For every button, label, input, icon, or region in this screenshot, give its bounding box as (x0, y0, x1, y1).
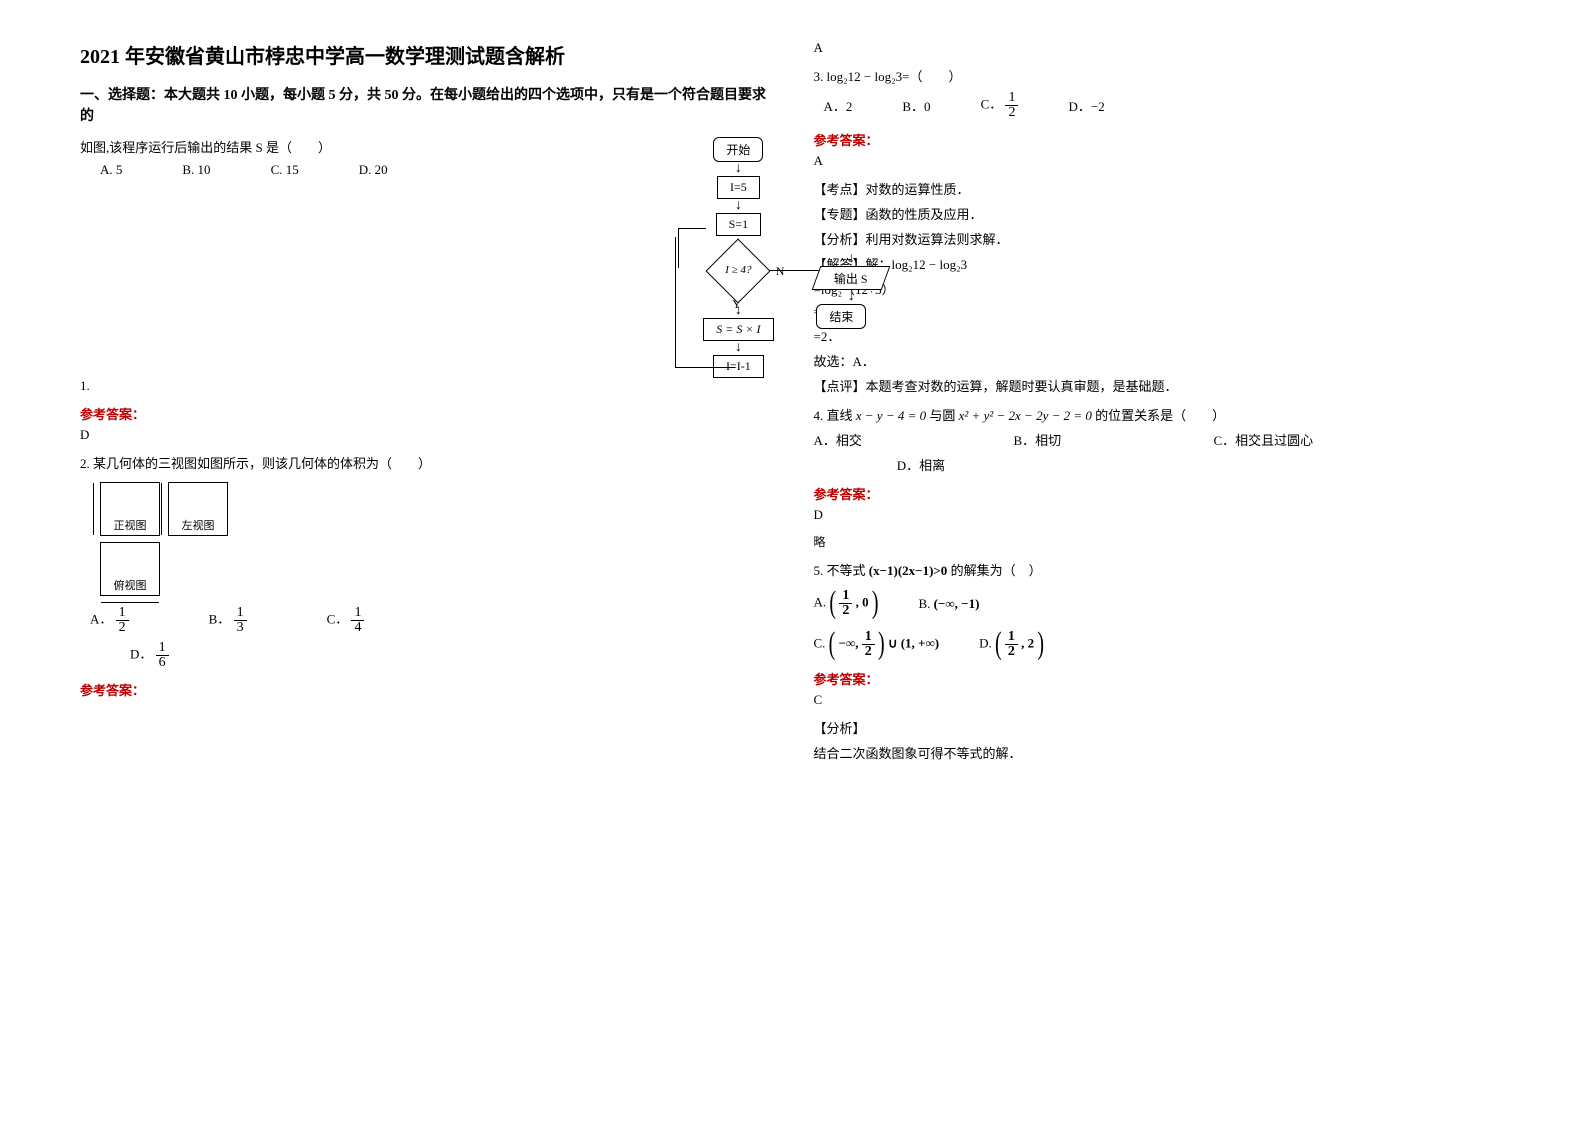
q3-opt-d: D．−2 (1068, 96, 1104, 115)
q4-opt-b: B．相切 (1014, 430, 1214, 449)
top-view: 俯视图 (100, 542, 160, 596)
q2-answer-label: 参考答案： (80, 680, 774, 699)
q3-zhuanti: 【专题】函数的性质及应用． (814, 204, 1508, 223)
fc-s1: S=1 (716, 213, 761, 236)
q1-options: A. 5 B. 10 C. 15 D. 20 (100, 162, 663, 178)
question-5: 5. 不等式 (x−1)(2x−1)>0 的解集为（ ） (814, 560, 1508, 579)
q5-opt-d: D. ( 12 , 2 ) (979, 630, 1044, 659)
q1-number: 1. (80, 378, 774, 394)
fc-right-branch: ↓ 输出 S ↓ 结束 (816, 252, 886, 329)
q5-stem-pre: 不等式 (827, 563, 869, 578)
q5-opt-c: C. ( −∞, 12 ) ∪ (1, +∞) (814, 630, 940, 659)
q2-opt-a: A． 12 (90, 606, 129, 635)
q3-opt-a: A．2 (824, 96, 853, 115)
fc-i5: I=5 (717, 176, 760, 199)
q4-opt-d: D．相离 (897, 458, 945, 473)
q3-step2: =log₂（12÷3） (814, 279, 1508, 298)
q4-eq1: x − y − 4 = 0 (856, 408, 926, 423)
q1-answer-label: 参考答案： (80, 404, 774, 423)
q3-answer: A (814, 153, 1508, 169)
q4-answer: D (814, 507, 1508, 523)
q3-options: A．2 B．0 C． 12 D．−2 (824, 91, 1508, 120)
fc-arrow-icon: ↓ (735, 162, 742, 176)
q5-stem-post: 的解集为（ ） (951, 563, 1042, 578)
q5-number: 5. (814, 563, 824, 578)
q4-opt-a: A．相交 (814, 430, 1014, 449)
q4-eq2: x² + y² − 2x − 2y − 2 = 0 (959, 408, 1092, 423)
q2-opt-d: D． 16 (130, 641, 774, 670)
q3-step5: 故选：A． (814, 351, 1508, 370)
q5-answer-label: 参考答案： (814, 669, 1508, 688)
question-3: 3. log₂12 − log₂3=（ ） (814, 66, 1508, 85)
q2-views: 正视图 左视图 俯视图 (100, 482, 774, 596)
right-column: A 3. log₂12 − log₂3=（ ） A．2 B．0 C． 12 D．… (794, 40, 1528, 1082)
q1-opt-a: A. 5 (100, 162, 122, 178)
q3-number: 3. (814, 69, 824, 84)
q1-opt-c: C. 15 (271, 162, 299, 178)
q3-stem: log₂12 − log₂3=（ ） (827, 69, 962, 84)
fc-end: 结束 (816, 304, 866, 329)
q5-answer: C (814, 692, 1508, 708)
left-column: 2021 年安徽省黄山市桲忠中学高一数学理测试题含解析 一、选择题：本大题共 1… (60, 40, 794, 1082)
fc-right-line (770, 270, 820, 271)
q1-opt-b: B. 10 (182, 162, 210, 178)
q4-stem-post: 的位置关系是（ ） (1095, 408, 1225, 423)
fc-arrow-icon: ↓ (735, 341, 742, 355)
q4-stem-mid: 与圆 (929, 408, 958, 423)
q5-eq: (x−1)(2x−1)>0 (869, 563, 948, 578)
q2-number: 2. (80, 456, 90, 471)
q3-opt-c: C． 12 (981, 91, 1019, 120)
q5-opt-b: B. (−∞, −1) (918, 596, 979, 612)
q2-opt-c: C． 14 (327, 606, 365, 635)
fc-arrow-icon: ↓ (816, 290, 886, 304)
q3-opt-b: B．0 (902, 96, 930, 115)
q4-stem-pre: 直线 (827, 408, 856, 423)
q2-answer: A (814, 40, 1508, 56)
fc-start: 开始 (713, 137, 763, 162)
section-1-instructions: 一、选择题：本大题共 10 小题，每小题 5 分，共 50 分。在每小题给出的四… (80, 85, 774, 127)
q2-options-row1: A． 12 B． 13 C． 14 (90, 606, 774, 635)
q3-jieda: 【解答】解：log₂12 − log₂3 (814, 254, 1508, 273)
front-view: 正视图 (100, 482, 160, 536)
q3-fenxi: 【分析】利用对数运算法则求解． (814, 229, 1508, 248)
page-title: 2021 年安徽省黄山市桲忠中学高一数学理测试题含解析 (80, 40, 774, 69)
question-4: 4. 直线 x − y − 4 = 0 与圆 x² + y² − 2x − 2y… (814, 405, 1508, 424)
q2-opt-b: B． 13 (209, 606, 247, 635)
q1-answer: D (80, 427, 774, 443)
question-1: 如图,该程序运行后输出的结果 S 是（ ） A. 5 B. 10 C. 15 D… (80, 137, 774, 378)
question-2: 2. 某几何体的三视图如图所示，则该几何体的体积为（ ） (80, 453, 774, 472)
side-view: 左视图 (168, 482, 228, 536)
fc-arrow-icon: ↓ (816, 252, 886, 266)
q4-note: 略 (814, 533, 1508, 550)
q4-opt-c: C．相交且过圆心 (1214, 430, 1314, 449)
q3-step3: =log₂4 (814, 304, 1508, 320)
fc-output: 输出 S (812, 266, 891, 290)
q3-dianping: 【点评】本题考查对数的运算，解题时要认真审题，是基础题． (814, 376, 1508, 395)
q1-flowchart: 开始 ↓ I=5 ↓ S=1 ↓ I ≥ 4? N Y ↓ (703, 137, 773, 378)
q4-number: 4. (814, 408, 824, 423)
fc-loop-back (675, 237, 735, 368)
q1-stem: 如图,该程序运行后输出的结果 S 是（ ） (80, 137, 663, 156)
q5-options-row2: C. ( −∞, 12 ) ∪ (1, +∞) D. ( 12 , 2 ) (814, 630, 1508, 659)
q3-step4: =2． (814, 326, 1508, 345)
q3-answer-label: 参考答案： (814, 130, 1508, 149)
q3-kaodian: 【考点】对数的运算性质． (814, 179, 1508, 198)
q4-answer-label: 参考答案： (814, 484, 1508, 503)
fc-n-label: N (776, 264, 785, 279)
q5-options-row1: A. ( 12 , 0 ) B. (−∞, −1) (814, 589, 1508, 618)
q4-options-row1: A．相交 B．相切 C．相交且过圆心 (814, 430, 1508, 449)
q2-stem: 某几何体的三视图如图所示，则该几何体的体积为（ ） (93, 456, 431, 471)
q1-opt-d: D. 20 (359, 162, 388, 178)
fc-arrow-icon: ↓ (735, 199, 742, 213)
q5-opt-a: A. ( 12 , 0 ) (814, 589, 879, 618)
q4-options-row2: D．相离 (814, 455, 1508, 474)
q5-fenxi-text: 结合二次函数图象可得不等式的解． (814, 743, 1508, 762)
q5-fenxi-label: 【分析】 (814, 718, 1508, 737)
